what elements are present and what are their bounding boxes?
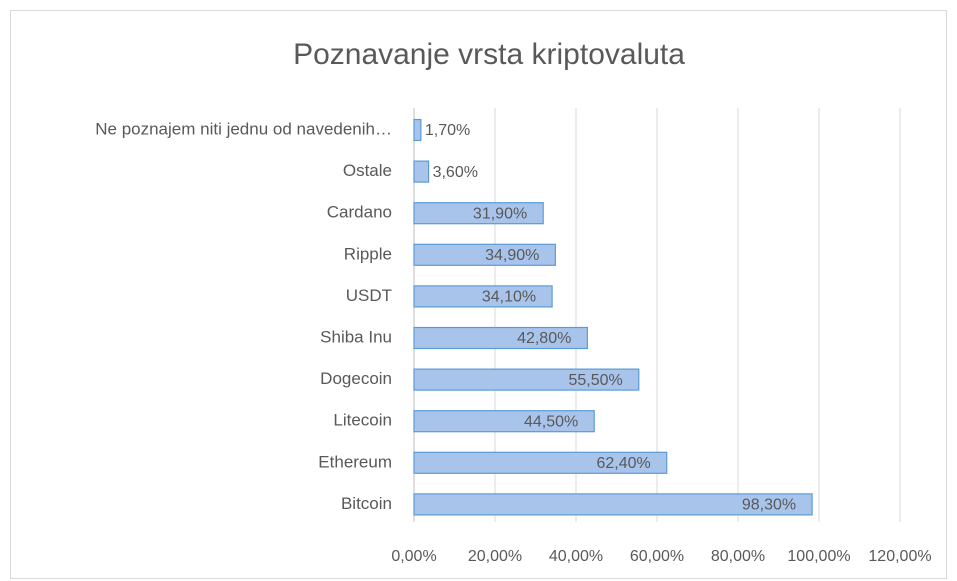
data-label: 55,50% — [569, 372, 623, 389]
x-tick-label: 100,00% — [787, 548, 850, 565]
bar — [413, 410, 595, 433]
bar — [413, 118, 422, 142]
bar — [413, 202, 544, 225]
x-tick-label: 0,00% — [391, 548, 436, 565]
y-tick-label: Shiba Inu — [320, 327, 392, 346]
y-tick-label: Cardano — [327, 203, 392, 222]
bar — [413, 326, 588, 350]
x-tick-label: 120,00% — [868, 548, 931, 565]
y-tick-label: Litecoin — [333, 411, 392, 430]
x-tick-label: 20,00% — [468, 548, 522, 565]
y-tick-label: Ostale — [343, 161, 392, 180]
data-label: 1,70% — [425, 122, 470, 139]
bar — [413, 285, 553, 308]
data-label: 62,40% — [596, 455, 650, 472]
data-label: 34,90% — [485, 247, 539, 264]
bar — [413, 160, 430, 183]
y-tick-label: Ne poznajem niti jednu od navedenih… — [95, 119, 392, 138]
x-tick-label: 60,00% — [630, 548, 684, 565]
data-label: 98,30% — [742, 497, 796, 514]
data-label: 34,10% — [482, 289, 536, 306]
y-tick-label: USDT — [346, 286, 392, 305]
bar — [413, 451, 668, 474]
y-tick-label: Ethereum — [318, 452, 392, 471]
x-tick-label: 40,00% — [549, 548, 603, 565]
chart-title: Poznavanje vrsta kriptovaluta — [293, 38, 685, 71]
data-label: 31,90% — [473, 205, 527, 222]
x-tick-label: 80,00% — [711, 548, 765, 565]
y-tick-label: Bitcoin — [341, 494, 392, 513]
data-label: 3,60% — [433, 164, 478, 181]
bar — [413, 243, 556, 266]
data-label: 44,50% — [524, 413, 578, 430]
bar — [413, 368, 640, 391]
bar — [413, 493, 813, 516]
y-tick-label: Dogecoin — [320, 369, 392, 388]
data-label: 42,80% — [517, 330, 571, 347]
y-tick-label: Ripple — [344, 244, 392, 263]
